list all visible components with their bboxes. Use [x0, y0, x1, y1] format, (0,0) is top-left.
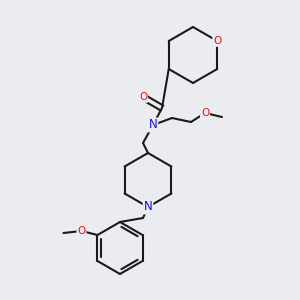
Text: N: N	[144, 200, 152, 214]
Text: N: N	[148, 118, 158, 131]
Text: O: O	[201, 108, 209, 118]
Text: O: O	[139, 92, 147, 102]
Text: O: O	[77, 226, 86, 236]
Text: O: O	[213, 36, 221, 46]
